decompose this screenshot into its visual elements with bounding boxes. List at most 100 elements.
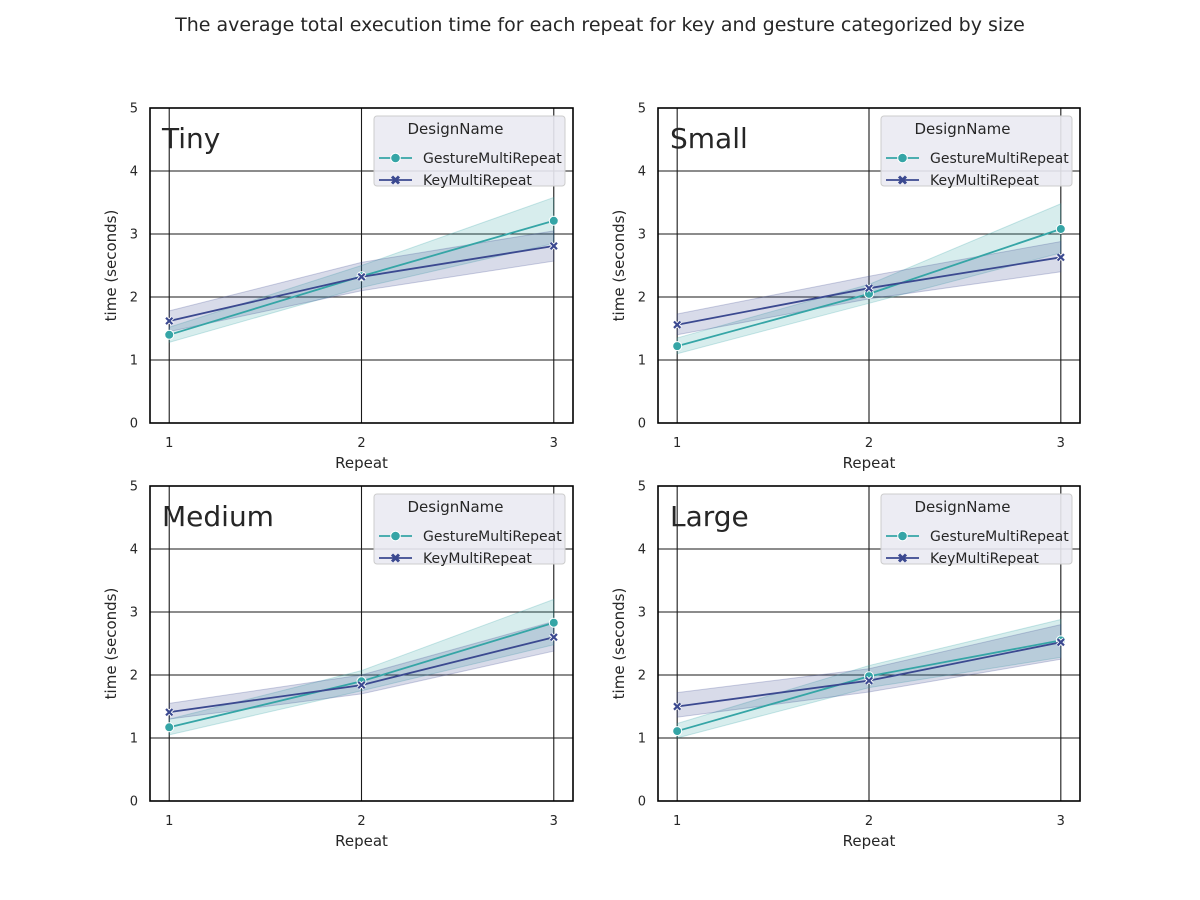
legend-box [880,115,1073,187]
legend: DesignName GestureMultiRepeat KeyMultiRepe… [880,115,1073,189]
data-point-gesture [672,726,683,737]
legend-box [373,493,566,565]
legend-marker-circle [897,530,908,542]
y-axis-label: time (seconds) [610,210,628,322]
axes-frame [657,485,1081,802]
y-axis-label: time (seconds) [102,588,120,700]
x-tick-label: 3 [550,814,558,829]
legend-entry-label: KeyMultiRepeat [423,173,532,189]
x-tick-label: 1 [673,814,681,829]
y-tick-label: 0 [638,417,646,432]
data-point-key [356,680,367,690]
legend-marker-x [390,553,401,563]
data-point-key [864,676,874,686]
legend-marker-x [897,175,908,185]
legend-title: DesignName [914,498,1010,516]
x-tick-label: 2 [865,814,873,829]
panel-medium: 0 1 2 3 4 5 1 2 3 Medium Repeat time (seconds) Desig… [102,480,574,850]
legend-marker-circle [897,152,908,164]
x-axis-label: Repeat [335,832,388,850]
data-point-key [549,241,559,251]
data-point-gesture [672,341,683,352]
legend-entry-label: GestureMultiRepeat [423,529,562,545]
y-axis-label: time (seconds) [610,588,628,700]
data-point-key [164,316,174,326]
panel-small: 0 1 2 3 4 5 1 2 3 Small Repeat time (seconds) Design… [610,102,1081,472]
legend-title: DesignName [407,120,503,138]
panel-large: 0 1 2 3 4 5 1 2 3 Large Repeat time (seconds) Design… [610,480,1081,850]
y-axis-label: time (seconds) [102,210,120,322]
panel-label: Large [670,500,749,533]
data-point-key [672,701,682,712]
legend-entry-label: KeyMultiRepeat [930,173,1039,189]
axes-frame [657,107,1081,424]
ci-band-gesturemultirepeat [676,203,1062,355]
x-axis-label: Repeat [843,832,896,850]
panel-label: Tiny [161,122,220,155]
data-point-key [672,320,682,330]
y-tick-label: 5 [638,102,646,117]
y-tick-label: 3 [130,228,138,243]
axes-frame [149,485,574,802]
legend-entry-label: GestureMultiRepeat [423,151,562,167]
legend-entry-label: KeyMultiRepeat [423,551,532,567]
data-point-key [864,283,874,293]
legend: DesignName GestureMultiRepeat KeyMultiRepe… [373,115,566,189]
data-point-gesture [164,329,175,340]
y-tick-label: 2 [638,291,646,306]
legend-title: DesignName [407,498,503,516]
x-tick-label: 2 [357,814,365,829]
panel-label: Medium [162,500,274,533]
y-tick-label: 0 [130,417,138,432]
data-point-key [549,632,559,642]
x-tick-label: 1 [165,436,173,451]
data-point-gesture [164,722,175,733]
legend-box [373,115,566,187]
y-tick-label: 1 [130,732,138,747]
y-tick-label: 2 [130,291,138,306]
x-axis-label: Repeat [843,454,896,472]
figure-title: The average total execution time for eac… [175,14,1025,36]
x-axis-label: Repeat [335,454,388,472]
data-point-key [1056,252,1066,262]
x-tick-label: 3 [1057,436,1065,451]
y-tick-label: 1 [638,732,646,747]
y-tick-label: 4 [638,543,646,558]
ci-band-gesturemultirepeat [168,598,555,736]
y-tick-label: 4 [638,165,646,180]
legend-box [880,493,1073,565]
y-tick-label: 5 [130,480,138,495]
legend: DesignName GestureMultiRepeat KeyMultiRepe… [373,493,566,567]
ci-band-keymultirepeat [168,620,555,720]
legend-entry-label: KeyMultiRepeat [930,551,1039,567]
y-tick-label: 3 [130,606,138,621]
legend: DesignName GestureMultiRepeat KeyMultiRepe… [880,493,1073,567]
y-tick-label: 0 [130,795,138,810]
x-tick-label: 2 [865,436,873,451]
y-tick-label: 4 [130,165,138,180]
legend-entry-label: GestureMultiRepeat [930,529,1069,545]
panel-label: Small [670,122,748,155]
y-tick-label: 5 [638,480,646,495]
data-point-gesture [548,617,559,628]
y-tick-label: 5 [130,102,138,117]
legend-title: DesignName [914,120,1010,138]
data-point-key [356,272,367,282]
x-tick-label: 2 [357,436,365,451]
x-tick-label: 1 [165,814,173,829]
y-tick-label: 1 [638,354,646,369]
x-tick-label: 1 [673,436,681,451]
y-tick-label: 1 [130,354,138,369]
x-tick-label: 3 [550,436,558,451]
y-tick-label: 3 [638,606,646,621]
data-point-key [164,707,174,717]
y-tick-label: 0 [638,795,646,810]
y-tick-label: 2 [638,669,646,684]
legend-marker-circle [390,152,401,164]
y-tick-label: 4 [130,543,138,558]
data-point-gesture [548,215,559,226]
panel-tiny: 0 1 2 3 4 5 1 2 3 Tiny Repeat time (seconds) DesignN… [102,102,574,472]
y-tick-label: 2 [130,669,138,684]
axes-frame [149,107,574,424]
